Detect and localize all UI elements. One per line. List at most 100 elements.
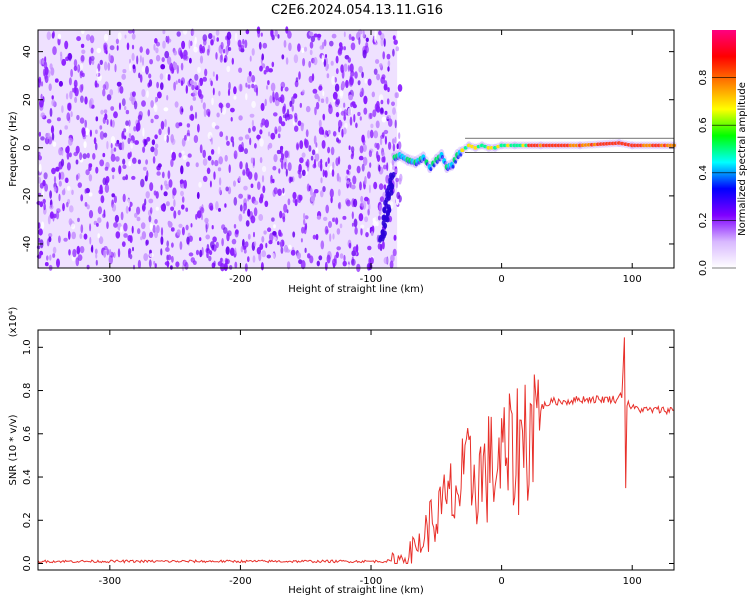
noise-speck [363,156,368,166]
noise-speck [247,233,251,240]
spectrogram-heat [36,26,677,273]
noise-speck [137,259,141,269]
noise-speck [347,164,352,170]
noise-speck [150,100,154,108]
signal-core [541,143,546,148]
noise-speck [273,236,277,242]
noise-speck [73,79,78,88]
signal-core [623,142,628,146]
spectrogram-x-tick-label: 0 [498,274,504,285]
noise-speck [274,91,279,101]
noise-speck [226,65,231,73]
noise-speck [41,221,45,230]
noise-speck [188,252,194,257]
noise-speck [95,253,98,259]
noise-speck [192,90,198,97]
noise-speck [80,43,85,49]
noise-speck [213,260,216,267]
noise-speck [162,29,166,35]
noise-speck [368,263,373,271]
noise-speck [195,162,199,168]
noise-speck [316,215,321,220]
noise-speck [336,137,339,143]
noise-speck [397,141,402,150]
noise-speck [372,109,377,118]
noise-speck [252,125,256,132]
noise-speck [247,208,251,217]
streak-speck [388,180,393,187]
noise-speck [94,248,98,255]
noise-speck [206,48,210,56]
noise-speck [350,70,355,77]
noise-speck [369,257,374,265]
noise-speck [184,134,187,141]
noise-speck [171,255,174,263]
noise-speck [238,67,243,73]
noise-speck [170,206,175,212]
noise-speck [270,30,274,38]
noise-speck [88,192,93,197]
noise-speck [69,205,74,213]
noise-speck [324,261,328,271]
noise-speck [123,128,127,133]
noise-speck [272,91,275,101]
noise-speck [299,102,302,108]
noise-speck [350,258,356,266]
noise-speck [335,55,339,64]
noise-speck [86,204,90,210]
noise-speck [161,205,165,212]
noise-speck [233,224,237,229]
noise-speck [287,162,292,172]
noise-speck [297,43,301,52]
noise-speck [245,82,248,88]
noise-speck [180,62,184,71]
noise-speck [383,257,389,264]
noise-speck [38,76,42,84]
noise-speck [393,39,398,45]
noise-speck [360,227,363,236]
noise-speck [79,152,83,161]
noise-speck [387,87,390,93]
noise-speck [97,206,102,215]
noise-speck [164,119,167,128]
noise-speck [376,100,380,109]
noise-speck [89,35,95,44]
signal-edge [454,159,458,164]
noise-speck [86,152,90,159]
signal-core [486,146,491,150]
noise-speck [186,161,190,167]
noise-speck [54,78,59,83]
signal-core [527,143,532,148]
noise-speck [332,233,335,240]
noise-speck [138,72,141,79]
noise-speck [133,126,137,132]
noise-speck [282,187,285,194]
noise-speck [321,140,326,149]
noise-speck [192,260,197,266]
noise-speck [348,77,354,87]
signal-core [630,143,635,148]
noise-speck [199,249,203,258]
noise-speck [109,89,114,96]
noise-speck [108,53,111,62]
noise-speck [282,216,286,223]
noise-speck [279,241,285,247]
noise-speck [88,210,94,219]
noise-speck [149,207,153,214]
noise-speck [272,231,277,236]
noise-speck [390,254,395,263]
noise-speck [52,141,57,147]
noise-speck [248,71,252,77]
noise-speck [82,153,87,160]
noise-speck [85,169,90,176]
noise-speck [253,241,257,247]
noise-speck [67,52,73,61]
noise-speck [243,202,248,211]
noise-speck [55,166,60,172]
noise-speck [52,246,57,254]
spectrogram-y-tick-label: 20 [22,93,33,106]
noise-speck [187,153,192,158]
noise-speck [303,212,306,220]
noise-speck [125,109,130,115]
